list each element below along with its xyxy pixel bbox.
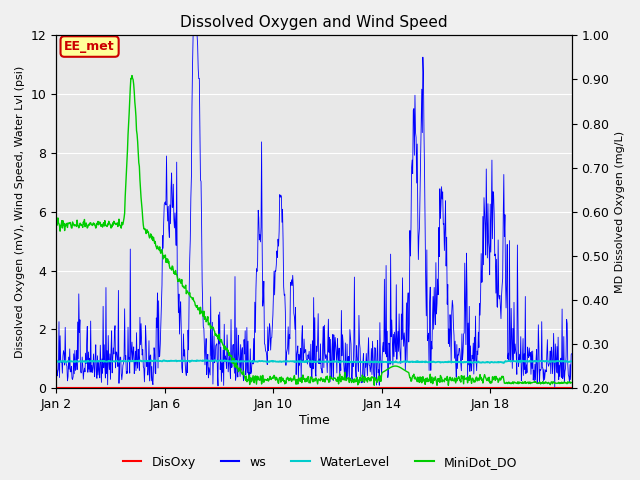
Text: EE_met: EE_met (64, 40, 115, 53)
Y-axis label: Dissolved Oxygen (mV), Wind Speed, Water Lvl (psi): Dissolved Oxygen (mV), Wind Speed, Water… (15, 66, 25, 358)
Legend: DisOxy, ws, WaterLevel, MiniDot_DO: DisOxy, ws, WaterLevel, MiniDot_DO (118, 451, 522, 474)
Title: Dissolved Oxygen and Wind Speed: Dissolved Oxygen and Wind Speed (180, 15, 448, 30)
X-axis label: Time: Time (299, 414, 330, 427)
Y-axis label: MD Dissolved Oxygen (mg/L): MD Dissolved Oxygen (mg/L) (615, 131, 625, 293)
